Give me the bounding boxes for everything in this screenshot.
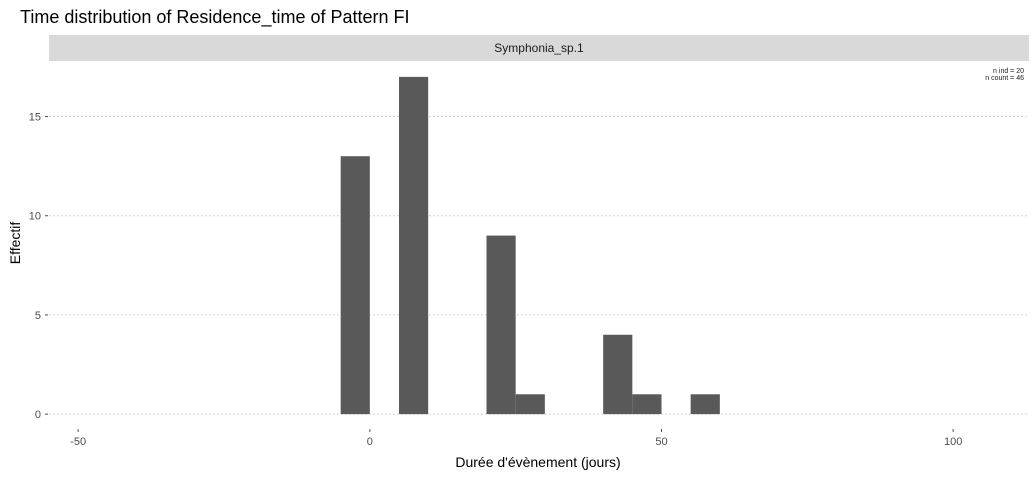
x-tick-label--50: -50 [70,436,86,448]
histogram-bar-2 [486,235,516,415]
x-tick-label-100: 100 [944,436,962,448]
histogram-bar-6 [690,394,720,415]
y-tick-label-0: 0 [35,409,41,421]
annotation-n-ind: n ind = 20 [993,68,1024,75]
annotation-n-count: n count = 46 [985,75,1024,82]
facet-label: Symphonia_sp.1 [494,41,584,55]
y-tick-label-15: 15 [29,112,41,124]
y-axis-label: Effectif [7,222,23,265]
y-axis-ticks: 0 5 10 15 [29,112,48,421]
x-axis-ticks: -50 0 50 100 [70,429,962,448]
facet-strip [49,35,1029,61]
histogram-bar-4 [603,334,633,415]
x-axis-label: Durée d'évènement (jours) [455,454,620,470]
histogram-bar-1 [399,76,429,415]
histogram-bar-0 [340,156,370,415]
histogram-bars [340,76,720,415]
chart-title: Time distribution of Residence_time of P… [20,7,410,28]
histogram-bar-3 [515,394,545,415]
x-tick-label-0: 0 [367,436,373,448]
x-tick-label-50: 50 [655,436,667,448]
y-tick-label-10: 10 [29,211,41,223]
histogram-bar-5 [632,394,662,415]
grid-lines [49,116,1029,415]
y-tick-label-5: 5 [35,310,41,322]
